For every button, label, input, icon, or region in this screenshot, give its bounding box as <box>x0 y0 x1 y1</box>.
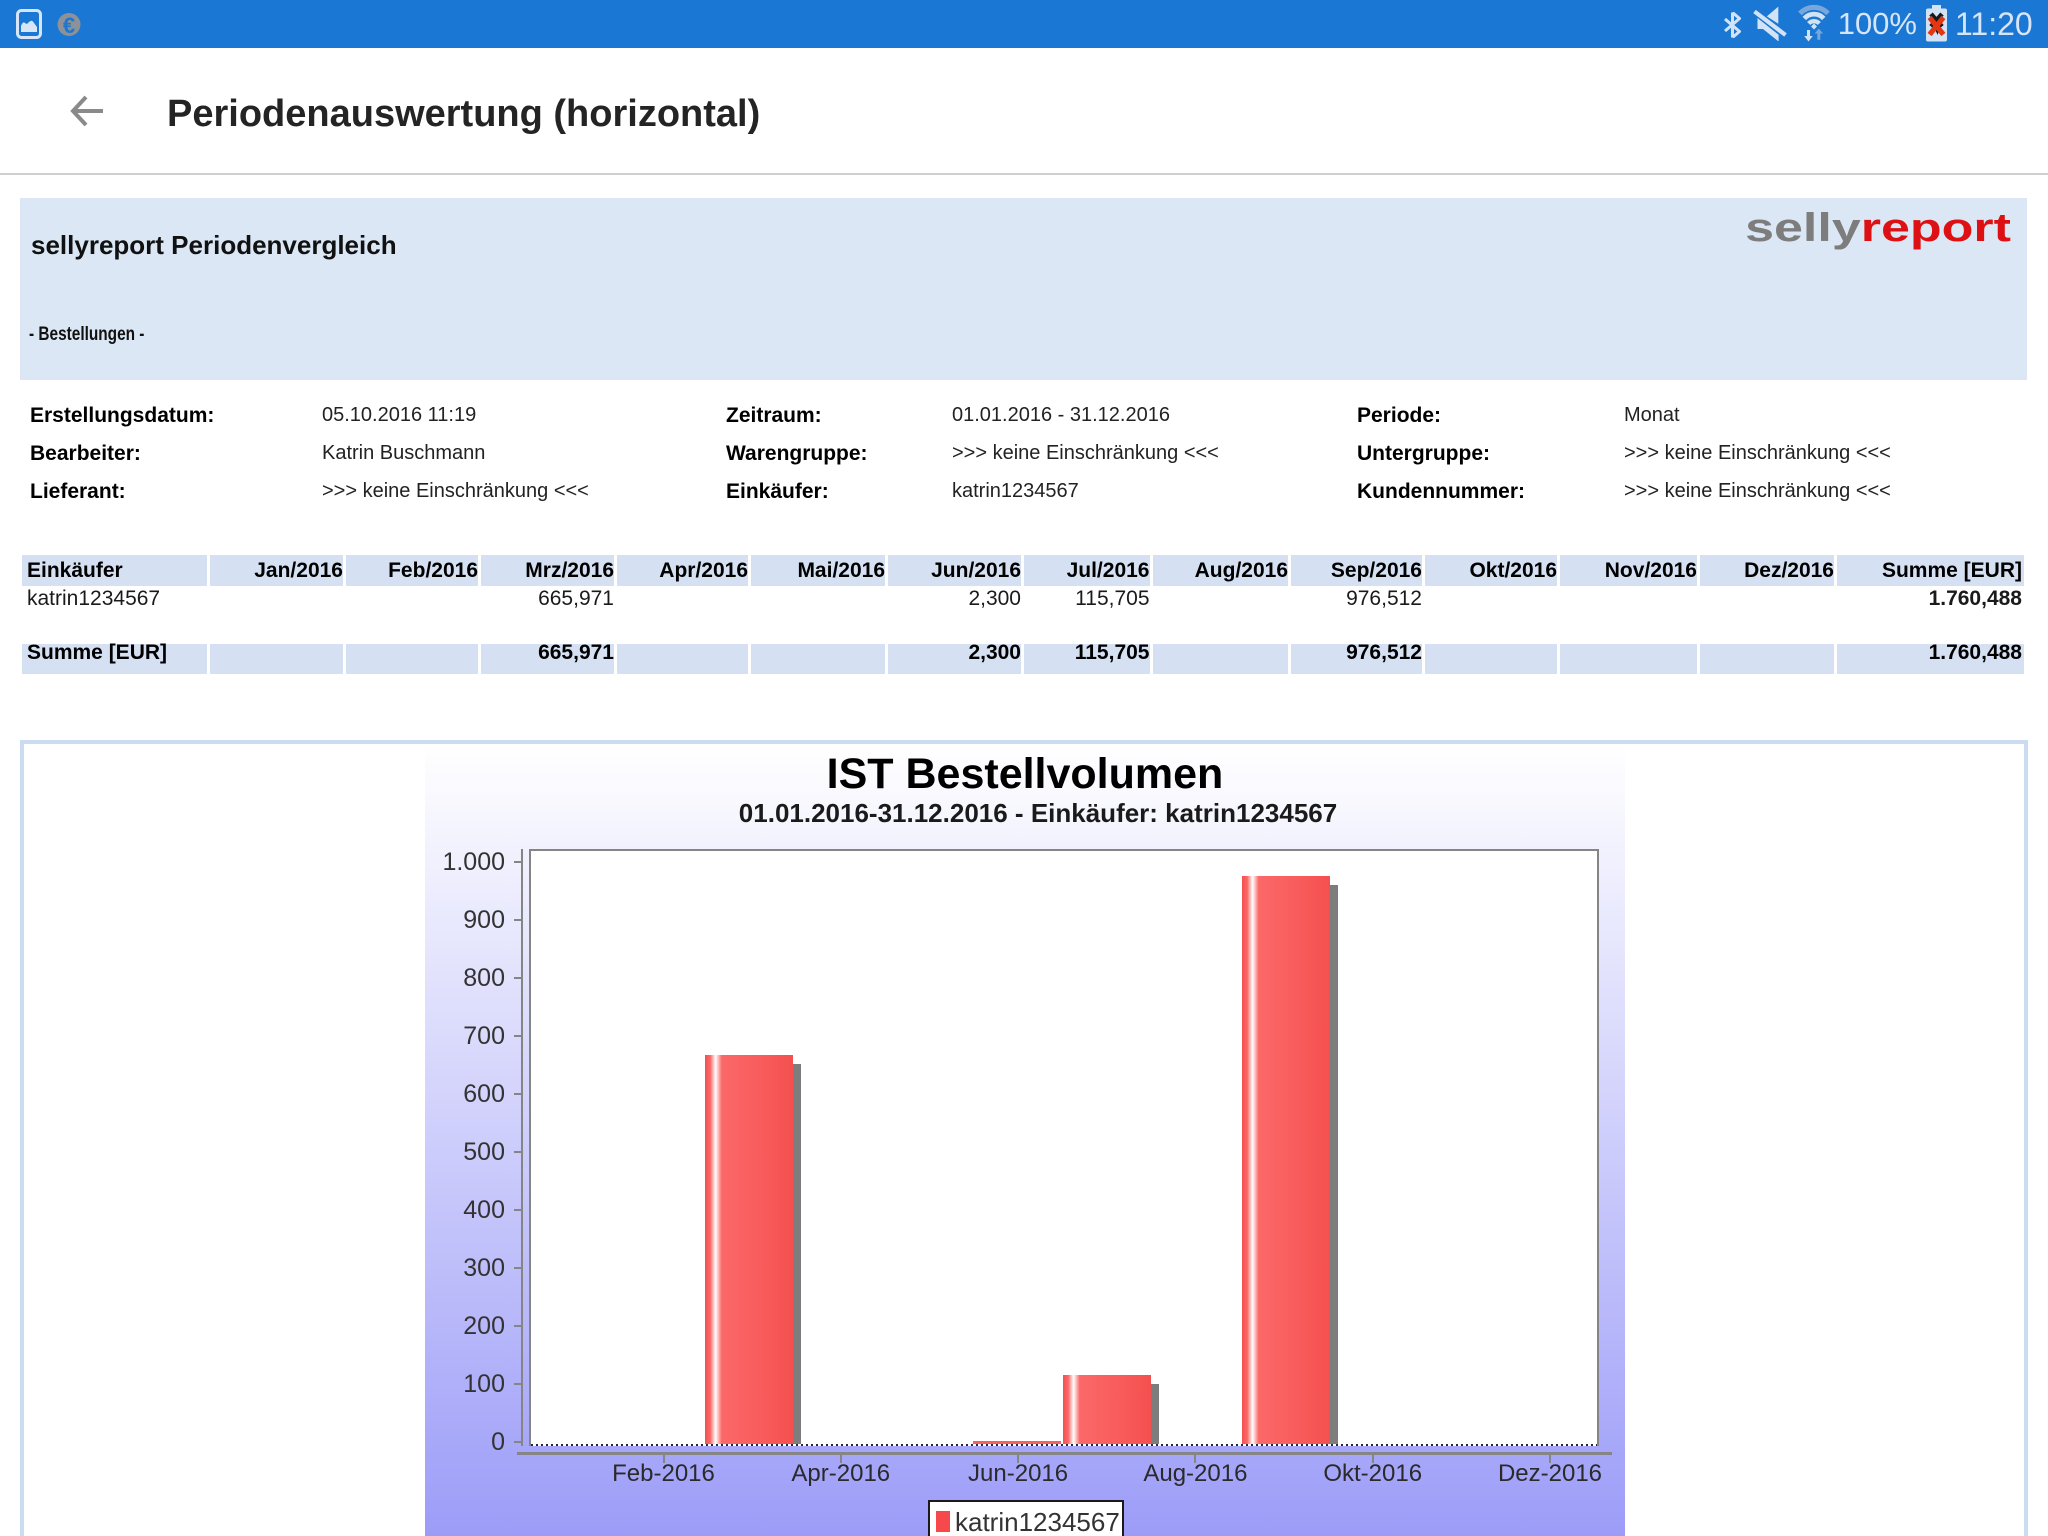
svg-text:€: € <box>63 13 75 37</box>
